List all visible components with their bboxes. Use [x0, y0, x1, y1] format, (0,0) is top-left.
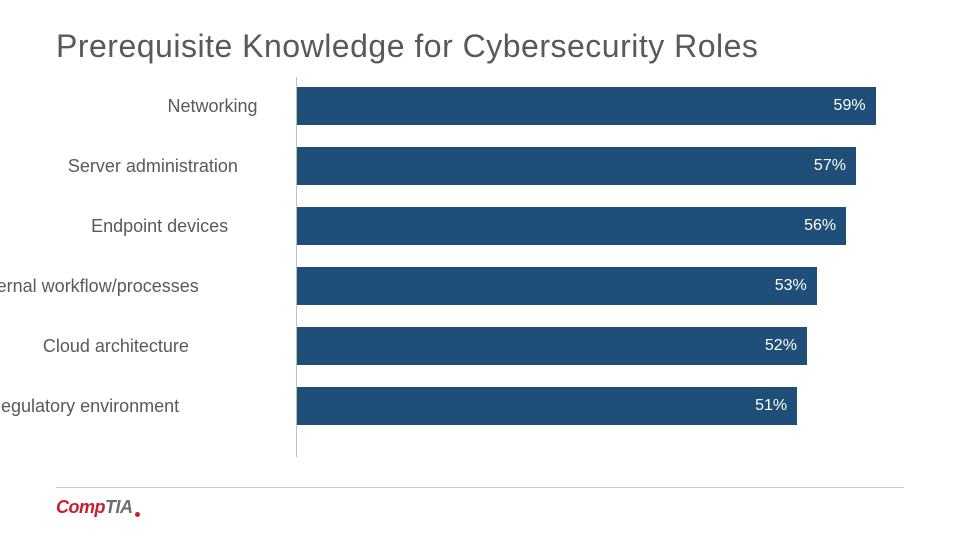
slide: Prerequisite Knowledge for Cybersecurity…	[0, 0, 960, 540]
category-label: Cloud architecture	[0, 336, 189, 357]
value-label: 51%	[755, 397, 787, 415]
bar-chart: Networking59% Server administration57% End…	[56, 77, 904, 457]
bar: 51%	[297, 387, 797, 425]
value-label: 53%	[775, 277, 807, 295]
bar-row: Regulatory environment51%	[297, 387, 797, 425]
bar-row: Endpoint devices56%	[297, 207, 846, 245]
bar-row: Cloud architecture52%	[297, 327, 807, 365]
bar: 52%	[297, 327, 807, 365]
bar: 56%	[297, 207, 846, 245]
category-label: Networking	[28, 96, 258, 117]
value-label: 57%	[814, 157, 846, 175]
category-label: Regulatory environment	[0, 396, 179, 417]
value-label: 59%	[834, 97, 866, 115]
bar-row: Networking59%	[297, 87, 876, 125]
bar: 53%	[297, 267, 817, 305]
bar: 57%	[297, 147, 856, 185]
footer-divider	[56, 487, 904, 488]
bar-row: Internal workflow/processes53%	[297, 267, 817, 305]
logo-dot-icon	[135, 512, 140, 517]
logo-part2: TIA	[105, 497, 133, 518]
category-label: Endpoint devices	[0, 216, 228, 237]
value-label: 52%	[765, 337, 797, 355]
plot-area: Networking59% Server administration57% End…	[296, 77, 904, 457]
category-label: Internal workflow/processes	[0, 276, 199, 297]
bar: 59%	[297, 87, 876, 125]
comptia-logo: CompTIA	[56, 497, 140, 518]
logo-part1: Comp	[56, 497, 105, 518]
value-label: 56%	[804, 217, 836, 235]
bar-row: Server administration57%	[297, 147, 856, 185]
chart-title: Prerequisite Knowledge for Cybersecurity…	[56, 28, 904, 65]
category-label: Server administration	[8, 156, 238, 177]
